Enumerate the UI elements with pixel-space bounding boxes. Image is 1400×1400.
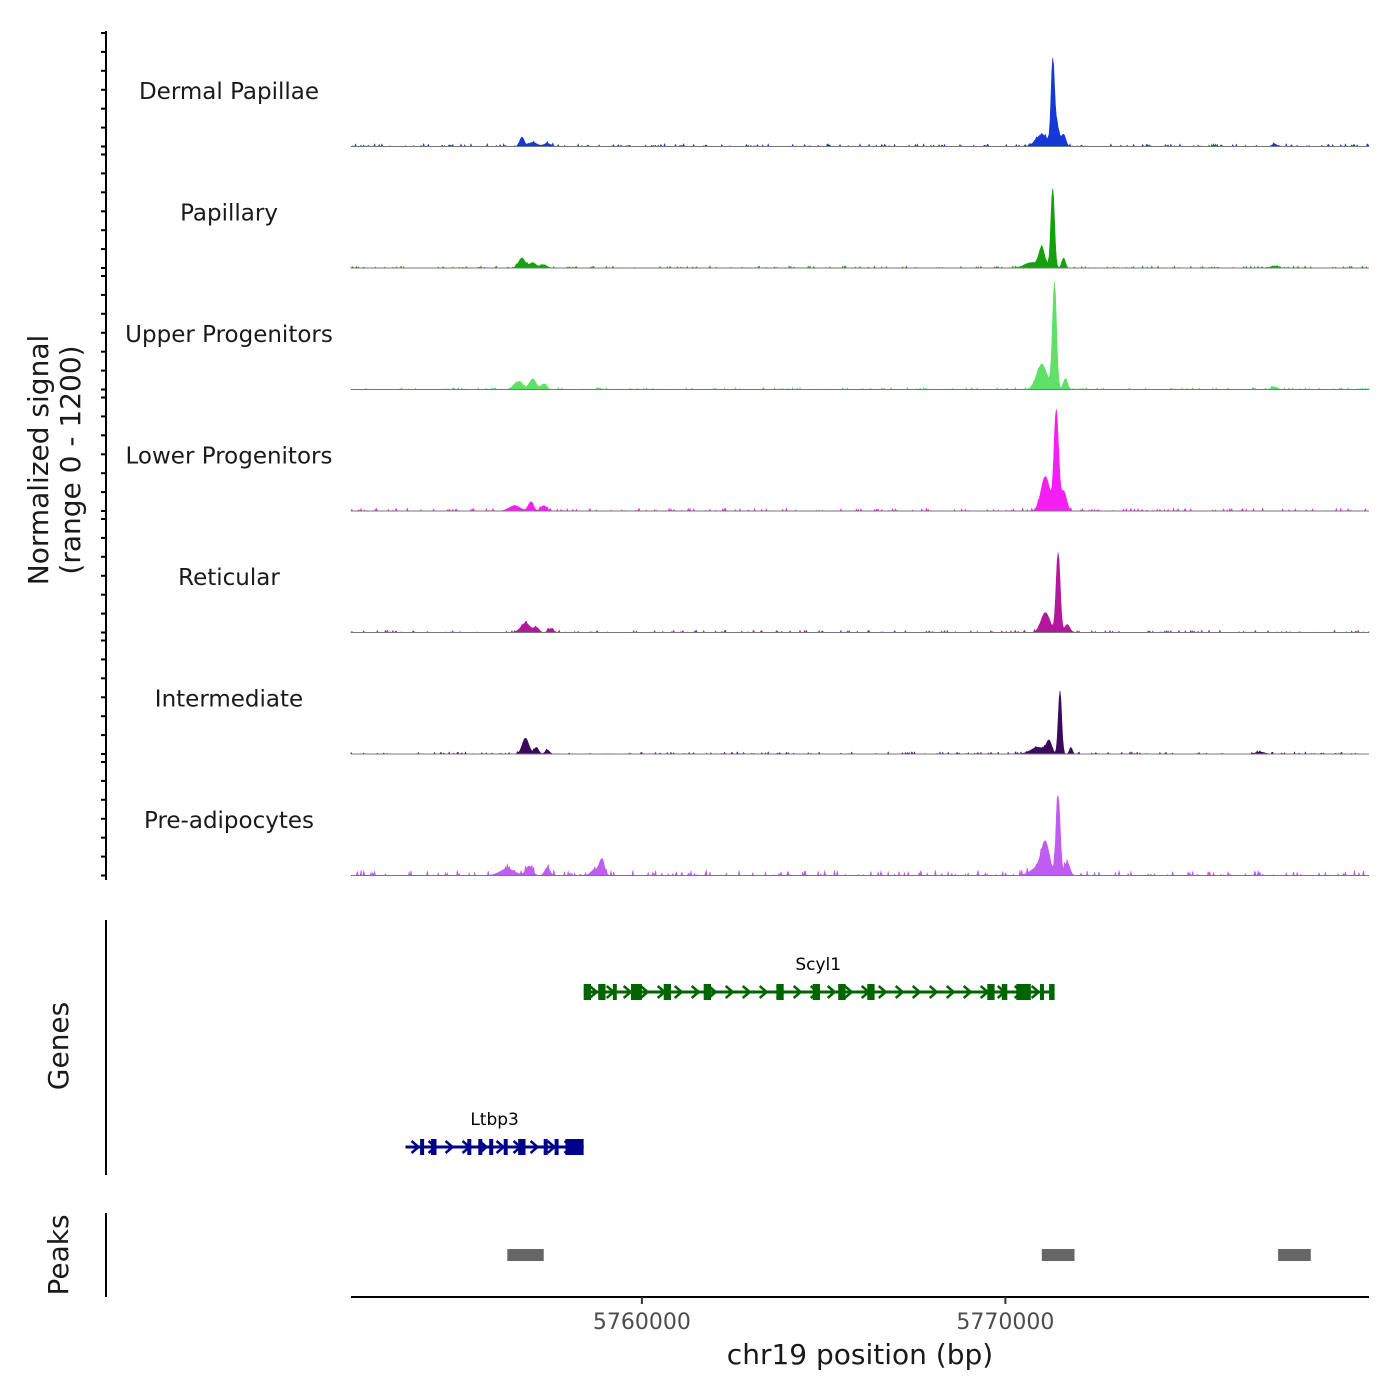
strand-arrow — [588, 985, 599, 999]
strand-arrow — [529, 1140, 540, 1154]
coverage-y-ticks — [101, 32, 106, 877]
gene-exon — [598, 984, 606, 1000]
track-label: Dermal Papillae — [139, 79, 319, 105]
x-axis-title: chr19 position (bp) — [727, 1338, 993, 1371]
gene-exon — [569, 1139, 584, 1155]
track-label: Pre-adipocytes — [144, 808, 314, 834]
strand-arrow — [546, 1140, 557, 1154]
gene-exon — [420, 1139, 425, 1155]
gene-label: Ltbp3 — [470, 1110, 519, 1130]
track-pre-adipocytes: Pre-adipocytes — [144, 795, 1369, 877]
gene-exon — [478, 1139, 483, 1155]
gene-exon — [812, 984, 820, 1000]
gene-ltbp3: Ltbp3 — [405, 1110, 584, 1155]
gene-exon — [867, 984, 875, 1000]
x-tick-label: 5770000 — [956, 1310, 1054, 1335]
gene-scyl1: Scyl1 — [583, 955, 1055, 1000]
coverage-y-axis — [101, 31, 107, 880]
y-axis-title: Normalized signal — [22, 335, 55, 586]
genes-panel: Genes Scyl1 Ltbp3 — [42, 920, 1055, 1175]
gene-exon — [663, 984, 671, 1000]
track-label: Intermediate — [155, 687, 303, 713]
track-label: Reticular — [178, 565, 280, 591]
strand-arrow — [1030, 985, 1041, 999]
gene-exon — [987, 984, 995, 1000]
track-dermal-papillae: Dermal Papillae — [139, 57, 1370, 148]
track-label: Lower Progenitors — [126, 444, 333, 470]
peak-region — [507, 1249, 544, 1261]
x-axis: 5760000 5770000 chr19 position (bp) — [351, 1296, 1369, 1371]
strand-arrow — [911, 985, 922, 999]
track-papillary: Papillary — [180, 188, 1369, 269]
peaks-panel: Peaks — [42, 1213, 1311, 1297]
gene-exon — [518, 1139, 526, 1155]
strand-arrow — [758, 985, 769, 999]
y-axis-subtitle: (range 0 - 1200) — [54, 345, 87, 574]
track-label: Upper Progenitors — [125, 322, 333, 348]
track-upper-progenitors: Upper Progenitors — [125, 282, 1370, 391]
coverage-tracks: Dermal Papillae Papillary Upper Progenitor… — [125, 57, 1370, 877]
strand-arrow — [690, 985, 701, 999]
gene-exon — [431, 1139, 437, 1155]
gene-exon — [1040, 984, 1044, 1000]
track-intermediate: Intermediate — [155, 687, 1369, 755]
peaks-title: Peaks — [42, 1214, 75, 1295]
track-lower-progenitors: Lower Progenitors — [126, 409, 1369, 512]
peak-region — [1041, 1249, 1075, 1261]
gene-exon — [1001, 984, 1008, 1000]
strand-arrow — [673, 985, 684, 999]
strand-arrow — [410, 1140, 421, 1154]
gene-exon — [1049, 984, 1055, 1000]
strand-arrow — [622, 985, 633, 999]
peak-regions — [507, 1249, 1311, 1261]
strand-arrow — [444, 1140, 455, 1154]
gene-exon — [1016, 984, 1031, 1000]
gene-exon — [612, 984, 617, 1000]
gene-exon — [503, 1139, 508, 1155]
gene-exon — [631, 984, 642, 1000]
gene-exon — [565, 1139, 570, 1155]
strand-arrow — [495, 1140, 506, 1154]
strand-arrow — [792, 985, 803, 999]
genes-title: Genes — [42, 1002, 75, 1090]
strand-arrow — [826, 985, 837, 999]
gene-exon — [838, 984, 846, 1000]
y-axis-title-group: Normalized signal (range 0 - 1200) — [22, 335, 87, 586]
x-axis-ticks: 5760000 5770000 — [593, 1297, 1054, 1335]
track-reticular: Reticular — [178, 552, 1370, 634]
gene-exon — [543, 1139, 548, 1155]
strand-arrow — [928, 985, 939, 999]
gene-models: Scyl1 Ltbp3 — [405, 955, 1055, 1155]
gene-exon — [467, 1139, 472, 1155]
gene-exon — [554, 1139, 559, 1155]
gene-exon — [776, 984, 784, 1000]
strand-arrow — [945, 985, 956, 999]
gene-exon — [583, 984, 591, 1000]
strand-arrow — [877, 985, 888, 999]
x-tick-label: 5760000 — [593, 1310, 691, 1335]
strand-arrow — [724, 985, 735, 999]
strand-arrow — [843, 985, 854, 999]
strand-arrow — [894, 985, 905, 999]
strand-arrow — [639, 985, 650, 999]
gene-exon — [703, 984, 711, 1000]
strand-arrow — [962, 985, 973, 999]
gene-label: Scyl1 — [795, 955, 841, 975]
strand-arrow — [707, 985, 718, 999]
track-label: Papillary — [180, 201, 278, 227]
peak-region — [1278, 1249, 1311, 1261]
strand-arrow — [741, 985, 752, 999]
gene-exon — [489, 1139, 494, 1155]
